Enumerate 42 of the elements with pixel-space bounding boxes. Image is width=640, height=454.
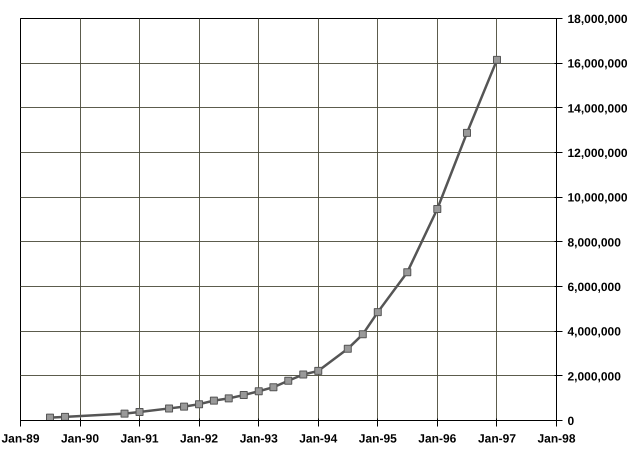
y-tick-label: 0 <box>568 414 574 428</box>
x-tick-label: Jan-93 <box>240 432 278 446</box>
point <box>165 404 174 412</box>
point <box>224 394 233 402</box>
x-tick-label: Jan-98 <box>537 432 576 446</box>
y-tick-label: 18,000,000 <box>568 12 628 26</box>
x-tick-label: Jan-97 <box>478 432 516 446</box>
x-tick-label: Jan-96 <box>418 432 457 446</box>
x-tick-label: Jan-92 <box>180 432 218 446</box>
y-tick-label: 6,000,000 <box>568 280 622 294</box>
x-tick-label: Jan-89 <box>1 432 40 446</box>
point <box>374 308 382 316</box>
point <box>180 402 188 411</box>
point <box>284 376 292 385</box>
y-tick-label: 16,000,000 <box>568 56 628 71</box>
y-tick-label: 2,000,000 <box>568 369 622 384</box>
y-tick-label: 8,000,000 <box>568 235 622 250</box>
y-tick-label: 12,000,000 <box>568 146 628 160</box>
point <box>403 268 412 276</box>
x-tick-label: Jan-95 <box>358 432 398 446</box>
point <box>120 410 129 418</box>
y-tick-label: 4,000,000 <box>568 324 622 339</box>
point <box>299 370 308 378</box>
y-tick-label: 14,000,000 <box>568 101 628 116</box>
point <box>433 205 442 214</box>
point <box>254 387 263 396</box>
point <box>358 330 367 338</box>
x-tick-label: Jan-94 <box>299 432 338 446</box>
point <box>462 128 471 137</box>
point <box>269 383 278 392</box>
point <box>240 391 248 400</box>
point <box>136 408 144 416</box>
point <box>46 414 54 420</box>
point <box>344 344 352 353</box>
x-tick-label: Jan-91 <box>120 432 159 446</box>
y-tick-label: 10,000,000 <box>568 190 628 205</box>
x-tick-label: Jan-90 <box>61 432 100 446</box>
point <box>314 366 322 375</box>
point <box>210 396 218 405</box>
point <box>61 412 70 420</box>
point <box>195 400 204 408</box>
point <box>492 56 501 64</box>
